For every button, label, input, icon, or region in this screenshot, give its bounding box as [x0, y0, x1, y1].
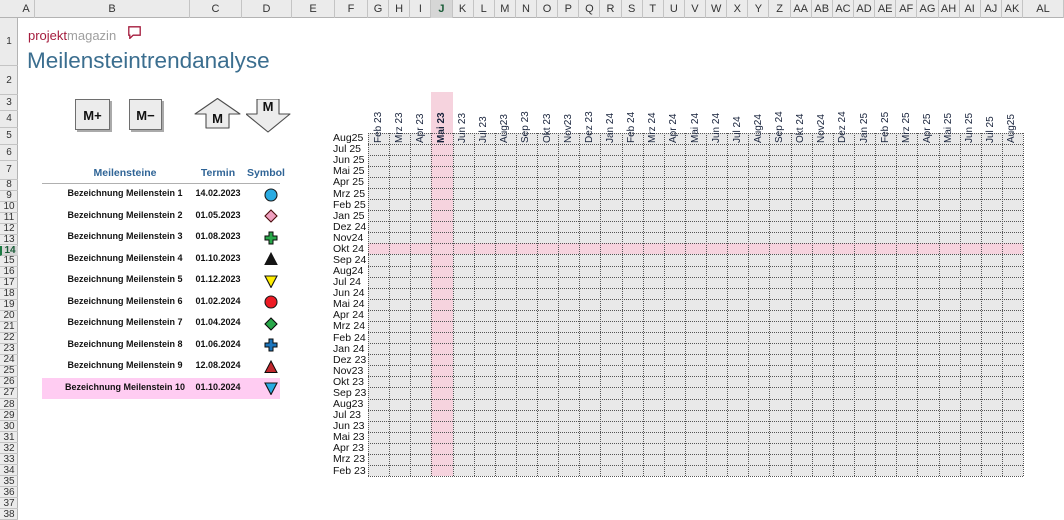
svg-text:M: M — [212, 111, 223, 126]
svg-text:M: M — [263, 99, 274, 114]
